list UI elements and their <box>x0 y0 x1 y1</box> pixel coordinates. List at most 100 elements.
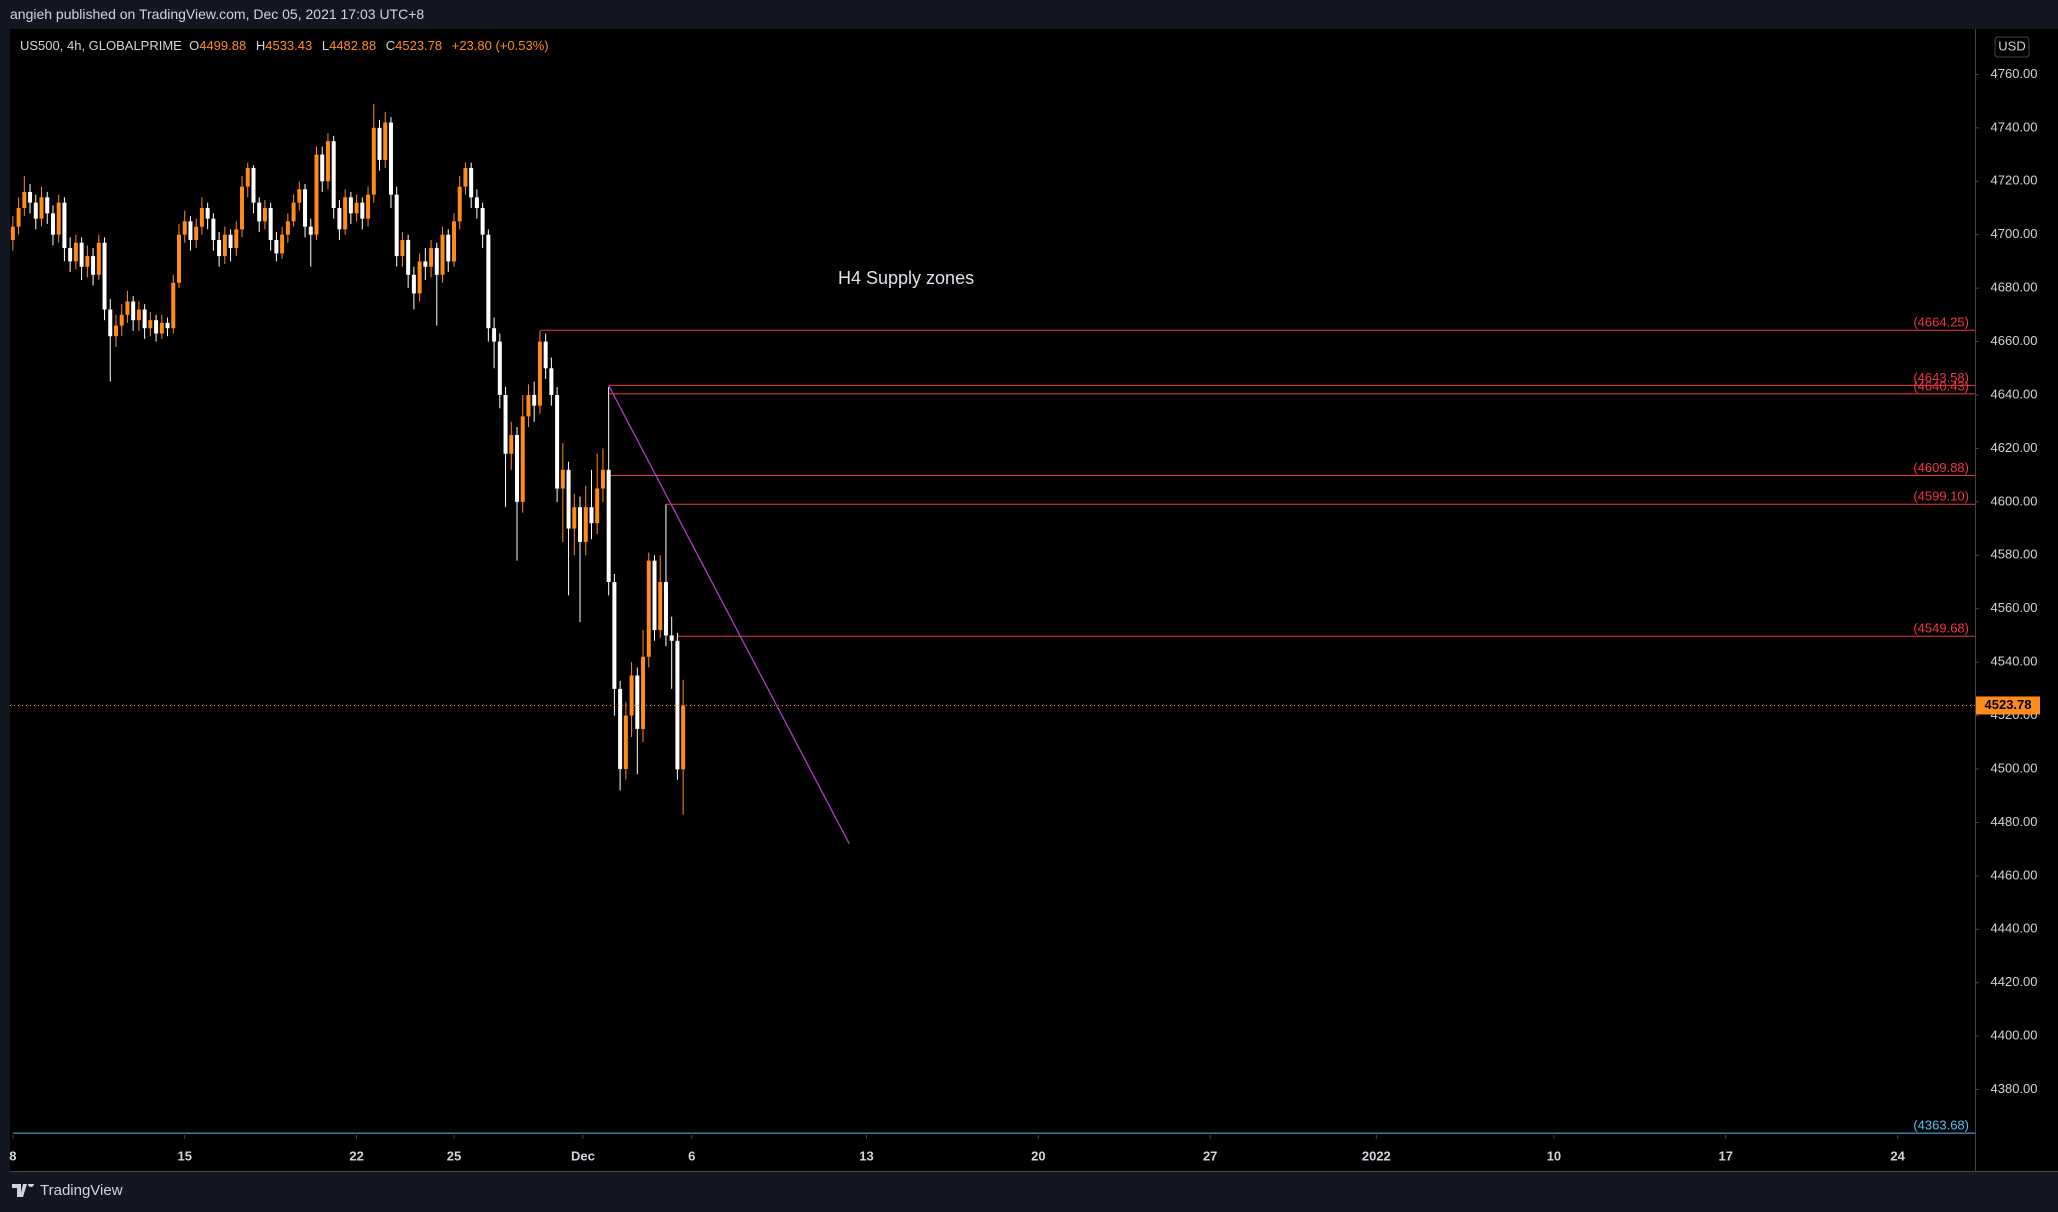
candle-body <box>600 469 605 489</box>
candle-body <box>492 328 497 342</box>
candle-body <box>434 248 439 275</box>
candle-body <box>451 221 456 262</box>
candle-body <box>280 234 285 254</box>
candle-body <box>388 122 393 195</box>
candle-body <box>394 194 399 257</box>
y-tick-label: 4600.00 <box>1991 493 2038 508</box>
trend-line <box>608 385 850 845</box>
candle-body <box>113 325 118 337</box>
legend-label: H <box>255 38 266 53</box>
candle-body <box>125 301 130 315</box>
candle-body <box>589 507 594 524</box>
candle-body <box>325 141 330 182</box>
candle-body <box>526 394 531 417</box>
last-price-box <box>1976 696 2040 715</box>
candle-body <box>45 197 50 214</box>
candle-body <box>234 229 239 249</box>
x-tick-label: 13 <box>859 1148 873 1163</box>
candle-body <box>411 274 416 294</box>
candle-body <box>652 560 657 631</box>
y-tick-label: 4380.00 <box>1991 1081 2038 1096</box>
x-tick-label: 10 <box>1547 1148 1561 1163</box>
candle-body <box>371 127 376 195</box>
candle-body <box>480 207 485 235</box>
x-tick-label: 17 <box>1719 1148 1733 1163</box>
candle-body <box>595 488 600 524</box>
candle-body <box>108 309 113 337</box>
candle-body <box>73 242 78 262</box>
candle-body <box>377 127 382 160</box>
candle-body <box>16 207 21 227</box>
y-axis-area <box>1976 29 2058 1171</box>
candle-body <box>583 507 588 542</box>
candle-body <box>257 202 262 222</box>
candle-body <box>28 191 33 203</box>
legend-value: 4499.88 <box>199 38 247 53</box>
candle-body <box>515 435 520 502</box>
candle-body <box>262 207 267 222</box>
x-tick-label: 8 <box>9 1148 16 1163</box>
candle-body <box>658 582 663 631</box>
candle-body <box>245 167 250 187</box>
y-tick-label: 4480.00 <box>1991 814 2038 829</box>
candle-body <box>96 242 101 275</box>
candle-body <box>33 202 38 219</box>
y-tick-label: 4580.00 <box>1991 547 2038 562</box>
y-tick-label: 4460.00 <box>1991 867 2038 882</box>
candle-body <box>532 394 537 406</box>
candle-body <box>572 507 577 529</box>
candle-body <box>423 261 428 267</box>
candle-body <box>50 213 55 235</box>
candle-body <box>188 221 193 241</box>
symbol: US500, 4h, GLOBALPRIME <box>20 38 182 53</box>
x-tick-label: 6 <box>688 1148 695 1163</box>
x-tick-label: 15 <box>177 1148 191 1163</box>
candle-body <box>331 141 336 208</box>
candle-body <box>165 322 170 329</box>
annotation: H4 Supply zones <box>838 268 975 288</box>
brand-name: TradingView <box>40 1182 123 1199</box>
y-tick-label: 4540.00 <box>1991 654 2038 669</box>
legend-label: C <box>385 38 396 53</box>
x-tick-label: 20 <box>1031 1148 1045 1163</box>
candle-body <box>635 675 640 729</box>
x-axis-area <box>10 1135 1975 1171</box>
y-tick-label: 4500.00 <box>1991 760 2038 775</box>
candle-body <box>297 189 302 203</box>
legend-value: 4533.43 <box>265 38 313 53</box>
candle-body <box>537 341 542 406</box>
candle-body <box>578 507 583 542</box>
candle-body <box>228 234 233 249</box>
candle-body <box>646 560 651 657</box>
candle-body <box>343 197 348 230</box>
candle-body <box>91 256 96 275</box>
y-tick-label: 4720.00 <box>1991 173 2038 188</box>
candle-body <box>194 226 199 241</box>
candle-body <box>463 167 468 187</box>
candle-body <box>285 221 290 235</box>
candle-body <box>675 640 680 770</box>
candle-body <box>268 207 273 241</box>
candle-body <box>22 191 27 208</box>
candle-body <box>503 394 508 454</box>
candle-body <box>303 189 308 227</box>
candle-body <box>360 202 365 219</box>
publish-info: angieh published on TradingView.com, Dec… <box>10 6 425 22</box>
y-tick-label: 4560.00 <box>1991 600 2038 615</box>
candle-body <box>457 186 462 222</box>
candle-body <box>520 416 525 502</box>
candle-body <box>669 635 674 641</box>
logo <box>12 1183 34 1197</box>
candle-body <box>222 234 227 257</box>
candle-body <box>142 309 147 329</box>
candle-body <box>560 469 565 489</box>
legend-label: L <box>321 38 330 53</box>
currency-badge[interactable] <box>1994 36 2030 58</box>
candle-body <box>400 240 405 257</box>
y-tick-label: 4440.00 <box>1991 921 2038 936</box>
candle-body <box>429 248 434 267</box>
candle-body <box>348 197 353 214</box>
currency: USD <box>1998 38 2025 53</box>
candle-body <box>68 248 73 262</box>
